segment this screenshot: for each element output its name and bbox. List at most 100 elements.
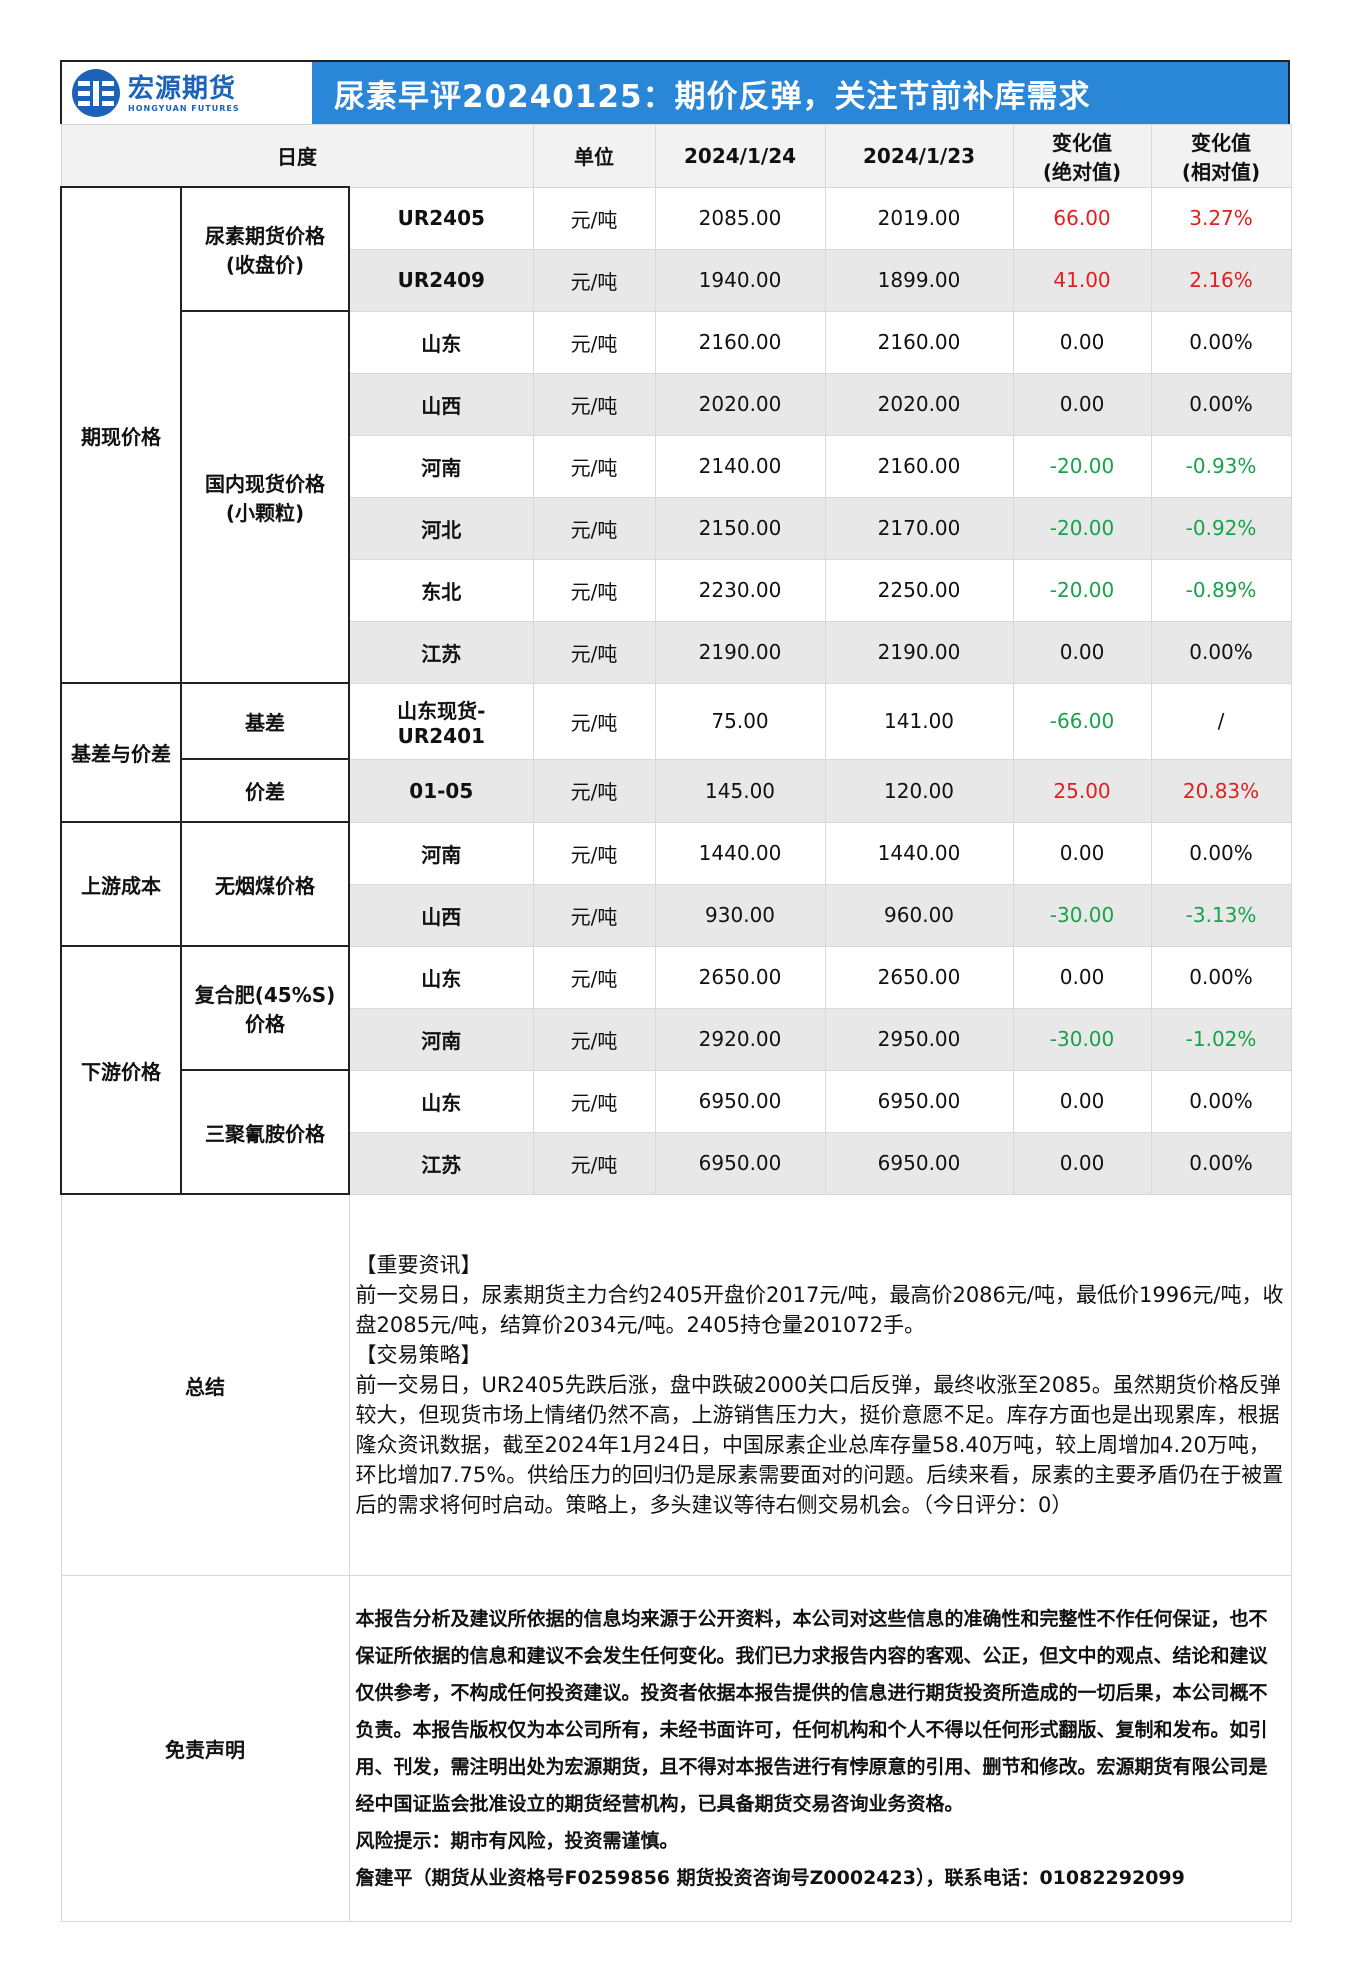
row-item: 河南 bbox=[348, 821, 534, 885]
table-row: 期现价格 尿素期货价格 (收盘价) UR2405 元/吨 2085.00 2019… bbox=[60, 186, 1292, 684]
col-header-rel-change: 变化值 (相对值) bbox=[1150, 124, 1292, 188]
row-unit: 元/吨 bbox=[532, 821, 656, 885]
row-unit: 元/吨 bbox=[532, 620, 656, 684]
table-row: 山西 元/吨 930.00 960.00 -30.00 -3.13% bbox=[61, 883, 1292, 947]
table-row: 下游价格 复合肥(45%S) 价格 山东 元/吨 2650.00 2650.00 … bbox=[60, 945, 1292, 1195]
row-item: 山西 bbox=[348, 372, 534, 436]
subgroup-fertilizer: 复合肥(45%S) 价格 bbox=[180, 945, 350, 1071]
row-unit: 元/吨 bbox=[532, 496, 656, 560]
row-unit: 元/吨 bbox=[532, 1069, 656, 1133]
row-value-date1: 2920.00 bbox=[654, 1007, 826, 1071]
row-value-date1: 145.00 bbox=[654, 758, 826, 823]
row-rel-change: 2.16% bbox=[1150, 248, 1292, 312]
row-item: 山东现货- UR2401 bbox=[348, 682, 534, 760]
logo-name-en: HONGYUAN FUTURES bbox=[128, 103, 240, 113]
row-unit: 元/吨 bbox=[532, 248, 656, 312]
row-item: 山东 bbox=[348, 310, 534, 374]
row-value-date2: 2650.00 bbox=[824, 945, 1014, 1009]
row-rel-change: 0.00% bbox=[1150, 620, 1292, 684]
table-row: UR2409 元/吨 1940.00 1899.00 41.00 2.16% bbox=[61, 248, 1292, 312]
row-value-date2: 960.00 bbox=[824, 883, 1014, 947]
row-item: 河南 bbox=[348, 434, 534, 498]
row-value-date2: 6950.00 bbox=[824, 1131, 1014, 1195]
col-header-date1: 2024/1/24 bbox=[654, 124, 826, 188]
row-rel-change: / bbox=[1150, 682, 1292, 760]
row-item: 山东 bbox=[348, 945, 534, 1009]
row-value-date1: 1940.00 bbox=[654, 248, 826, 312]
row-value-date2: 6950.00 bbox=[824, 1069, 1014, 1133]
table-row: 东北 元/吨 2230.00 2250.00 -20.00 -0.89% bbox=[61, 558, 1292, 622]
summary-row: 总结 【重要资讯】 前一交易日，尿素期货主力合约2405开盘价2017元/吨，最… bbox=[60, 1193, 1292, 1576]
row-abs-change: -30.00 bbox=[1012, 1007, 1152, 1071]
subgroup-basis: 基差 bbox=[180, 682, 350, 760]
row-value-date1: 2650.00 bbox=[654, 945, 826, 1009]
row-abs-change: 41.00 bbox=[1012, 248, 1152, 312]
row-value-date2: 2950.00 bbox=[824, 1007, 1014, 1071]
row-value-date1: 75.00 bbox=[654, 682, 826, 760]
row-value-date2: 1899.00 bbox=[824, 248, 1014, 312]
row-value-date1: 2085.00 bbox=[654, 186, 826, 250]
row-rel-change: 0.00% bbox=[1150, 372, 1292, 436]
news-body: 前一交易日，尿素期货主力合约2405开盘价2017元/吨，最高价2086元/吨，… bbox=[355, 1282, 1284, 1337]
subgroup-melamine: 三聚氰胺价格 bbox=[180, 1069, 350, 1195]
row-abs-change: -20.00 bbox=[1012, 434, 1152, 498]
disclaimer-body: 本报告分析及建议所依据的信息均来源于公开资料，本公司对这些信息的准确性和完整性不… bbox=[355, 1607, 1268, 1815]
row-abs-change: 0.00 bbox=[1012, 821, 1152, 885]
row-value-date2: 2250.00 bbox=[824, 558, 1014, 622]
table-row: 上游成本 无烟煤价格 河南 元/吨 1440.00 1440.00 0.00 0… bbox=[60, 821, 1292, 947]
row-abs-change: 25.00 bbox=[1012, 758, 1152, 823]
row-abs-change: -20.00 bbox=[1012, 558, 1152, 622]
row-value-date2: 2170.00 bbox=[824, 496, 1014, 560]
row-item: 01-05 bbox=[348, 758, 534, 823]
row-abs-change: 0.00 bbox=[1012, 1131, 1152, 1195]
disclaimer-row: 免责声明 本报告分析及建议所依据的信息均来源于公开资料，本公司对这些信息的准确性… bbox=[60, 1575, 1292, 1922]
row-abs-change: -30.00 bbox=[1012, 883, 1152, 947]
row-rel-change: -3.13% bbox=[1150, 883, 1292, 947]
table-row: 河南 元/吨 2920.00 2950.00 -30.00 -1.02% bbox=[61, 1007, 1292, 1071]
row-value-date1: 6950.00 bbox=[654, 1069, 826, 1133]
row-unit: 元/吨 bbox=[532, 372, 656, 436]
row-rel-change: 0.00% bbox=[1150, 1131, 1292, 1195]
row-value-date1: 2140.00 bbox=[654, 434, 826, 498]
summary-content: 【重要资讯】 前一交易日，尿素期货主力合约2405开盘价2017元/吨，最高价2… bbox=[348, 1193, 1292, 1576]
row-abs-change: 66.00 bbox=[1012, 186, 1152, 250]
col-header-unit: 单位 bbox=[532, 124, 656, 188]
row-unit: 元/吨 bbox=[532, 945, 656, 1009]
row-value-date2: 1440.00 bbox=[824, 821, 1014, 885]
row-item: 江苏 bbox=[348, 620, 534, 684]
hongyuan-logo-icon bbox=[72, 69, 120, 117]
row-value-date1: 2150.00 bbox=[654, 496, 826, 560]
row-rel-change: -0.89% bbox=[1150, 558, 1292, 622]
col-header-day: 日度 bbox=[60, 124, 534, 188]
group-downstream: 下游价格 bbox=[60, 945, 182, 1195]
risk-notice: 风险提示：期市有风险，投资需谨慎。 bbox=[355, 1829, 679, 1852]
subgroup-futures-price: 尿素期货价格 (收盘价) bbox=[180, 186, 350, 312]
row-value-date1: 2160.00 bbox=[654, 310, 826, 374]
price-table: 日度 单位 2024/1/24 2024/1/23 变化值 (绝对值) 变化值 (相… bbox=[60, 124, 1292, 1922]
row-unit: 元/吨 bbox=[532, 1007, 656, 1071]
row-value-date1: 2190.00 bbox=[654, 620, 826, 684]
disclaimer-label: 免责声明 bbox=[60, 1575, 350, 1922]
group-basis-spread: 基差与价差 bbox=[60, 682, 182, 823]
row-rel-change: 0.00% bbox=[1150, 821, 1292, 885]
row-unit: 元/吨 bbox=[532, 186, 656, 250]
row-value-date1: 1440.00 bbox=[654, 821, 826, 885]
row-value-date1: 2230.00 bbox=[654, 558, 826, 622]
row-unit: 元/吨 bbox=[532, 558, 656, 622]
row-rel-change: -0.92% bbox=[1150, 496, 1292, 560]
row-value-date1: 2020.00 bbox=[654, 372, 826, 436]
row-value-date2: 2160.00 bbox=[824, 434, 1014, 498]
row-rel-change: 0.00% bbox=[1150, 1069, 1292, 1133]
table-row: 基差与价差 基差 山东现货- UR2401 元/吨 75.00 141.00 -6… bbox=[60, 682, 1292, 823]
row-rel-change: -0.93% bbox=[1150, 434, 1292, 498]
table-row: 价差 01-05 元/吨 145.00 120.00 25.00 20.83% bbox=[61, 758, 1292, 823]
row-value-date2: 120.00 bbox=[824, 758, 1014, 823]
row-value-date2: 2019.00 bbox=[824, 186, 1014, 250]
disclaimer-content: 本报告分析及建议所依据的信息均来源于公开资料，本公司对这些信息的准确性和完整性不… bbox=[348, 1575, 1292, 1922]
row-item: 江苏 bbox=[348, 1131, 534, 1195]
row-abs-change: -20.00 bbox=[1012, 496, 1152, 560]
strategy-body: 前一交易日，UR2405先跌后涨，盘中跌破2000关口后反弹，最终收涨至2085… bbox=[355, 1372, 1284, 1517]
strategy-title: 【交易策略】 bbox=[355, 1342, 482, 1367]
row-item: 河南 bbox=[348, 1007, 534, 1071]
table-row: 河北 元/吨 2150.00 2170.00 -20.00 -0.92% bbox=[61, 496, 1292, 560]
